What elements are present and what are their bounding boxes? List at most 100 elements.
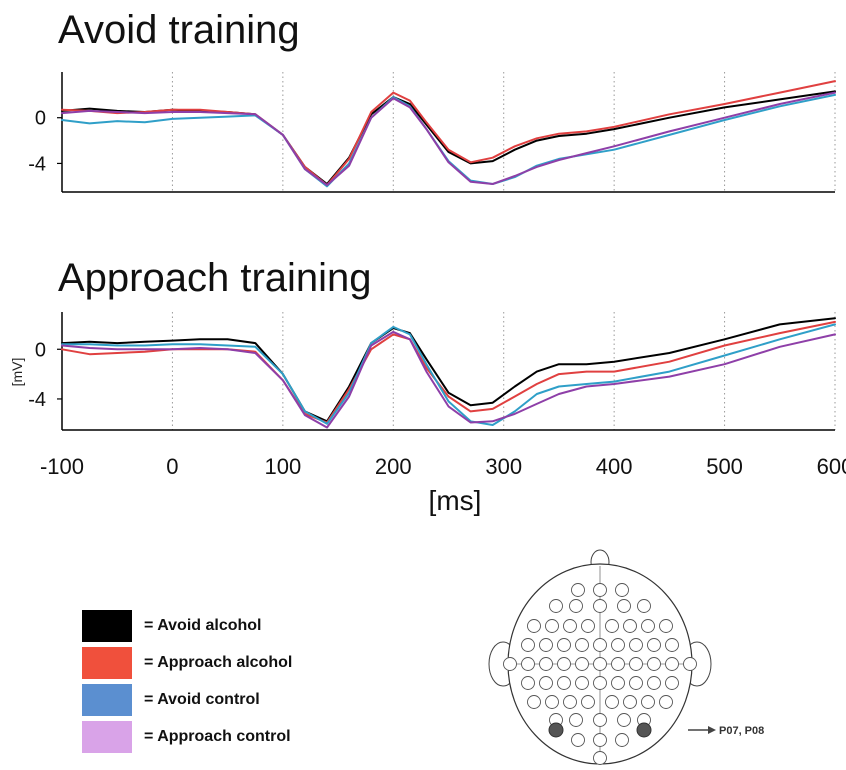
electrode-site: [557, 638, 571, 652]
series-line: [61, 323, 836, 426]
x-tick-label: 300: [485, 454, 522, 479]
x-tick-label: 100: [264, 454, 301, 479]
electrode-site: [571, 733, 585, 747]
y-tick-label: -4: [28, 153, 46, 175]
electrode-site: [665, 676, 679, 690]
electrode-site: [581, 695, 595, 709]
series-line: [61, 91, 836, 187]
electrode-site: [575, 676, 589, 690]
electrode-site: [539, 638, 553, 652]
y-tick-label: -4: [28, 389, 46, 411]
electrode-site: [593, 676, 607, 690]
electrode-sites: [503, 583, 697, 765]
series-line: [61, 80, 836, 187]
erp-panel-0: 0 -4: [28, 72, 836, 193]
x-tick-label: 400: [596, 454, 633, 479]
electrode-site: [563, 619, 577, 633]
electrode-site: [563, 695, 577, 709]
electrode-site: [593, 751, 607, 765]
electrode-site-highlighted: [636, 722, 652, 738]
electrode-site: [593, 583, 607, 597]
electrode-map: P07, P08: [488, 549, 764, 765]
electrode-site: [605, 695, 619, 709]
electrode-site: [571, 583, 585, 597]
y-tick-label: 0: [35, 108, 46, 130]
electrode-site: [549, 599, 563, 613]
electrode-site: [665, 657, 679, 671]
electrode-site: [557, 676, 571, 690]
electrode-site: [521, 657, 535, 671]
electrode-site: [659, 695, 673, 709]
electrode-site: [641, 619, 655, 633]
electrode-site: [557, 657, 571, 671]
electrode-site: [575, 638, 589, 652]
electrode-site: [659, 619, 673, 633]
electrode-site: [611, 657, 625, 671]
series-line: [61, 330, 836, 429]
electrode-site: [615, 583, 629, 597]
electrode-site: [611, 676, 625, 690]
x-axis-label: [ms]: [429, 485, 482, 516]
electrode-site: [521, 676, 535, 690]
electrode-site: [581, 619, 595, 633]
legend-swatch: [82, 684, 132, 716]
panel-title-approach: Approach training: [58, 256, 372, 300]
electrode-site: [641, 695, 655, 709]
electrode-site: [539, 676, 553, 690]
electrode-site: [647, 657, 661, 671]
electrode-site: [683, 657, 697, 671]
electrode-site: [593, 599, 607, 613]
electrode-site: [615, 733, 629, 747]
electrode-site: [647, 676, 661, 690]
electrode-site: [611, 638, 625, 652]
electrode-site: [623, 695, 637, 709]
electrode-site: [593, 713, 607, 727]
erp-panel-1: 0 -4: [28, 312, 836, 431]
electrode-site: [527, 619, 541, 633]
x-tick-label: 600: [817, 454, 846, 479]
electrode-site: [593, 657, 607, 671]
electrode-site: [665, 638, 679, 652]
x-tick-label: 500: [706, 454, 743, 479]
electrode-site-highlighted: [548, 722, 564, 738]
series-line: [61, 93, 836, 188]
panel-title-avoid: Avoid training: [58, 8, 300, 52]
erp-panels: 0 -4 0 -4: [28, 72, 836, 431]
legend-swatch: [82, 647, 132, 679]
x-tick-label: 0: [166, 454, 178, 479]
shared-x-axis: -100 0 100 200 300 400 500 600 [ms] [mV]: [9, 358, 846, 516]
x-tick-label: 200: [375, 454, 412, 479]
electrode-site: [605, 619, 619, 633]
legend-swatch: [82, 610, 132, 642]
electrode-site: [569, 713, 583, 727]
electrode-site: [527, 695, 541, 709]
legend-label: = Approach control: [144, 728, 291, 745]
electrode-site: [617, 599, 631, 613]
electrode-site: [617, 713, 631, 727]
electrode-site: [629, 638, 643, 652]
y-axis-label: [mV]: [9, 358, 25, 387]
electrode-site: [521, 638, 535, 652]
x-tick-label: -100: [40, 454, 84, 479]
legend-label: = Avoid alcohol: [144, 617, 262, 634]
y-tick-label: 0: [35, 339, 46, 361]
electrode-site: [593, 638, 607, 652]
legend-label: = Avoid control: [144, 691, 260, 708]
electrode-site: [503, 657, 517, 671]
electrode-site: [629, 676, 643, 690]
legend-swatch: [82, 721, 132, 753]
p07-p08-label: P07, P08: [719, 725, 764, 737]
electrode-site: [545, 695, 559, 709]
electrode-site: [539, 657, 553, 671]
electrode-site: [575, 657, 589, 671]
electrode-site: [569, 599, 583, 613]
electrode-site: [545, 619, 559, 633]
arrow-head-icon: [708, 726, 716, 734]
electrode-site: [647, 638, 661, 652]
electrode-site: [637, 599, 651, 613]
electrode-site: [593, 733, 607, 747]
electrode-site: [623, 619, 637, 633]
legend-label: = Approach alcohol: [144, 654, 293, 671]
electrode-site: [629, 657, 643, 671]
